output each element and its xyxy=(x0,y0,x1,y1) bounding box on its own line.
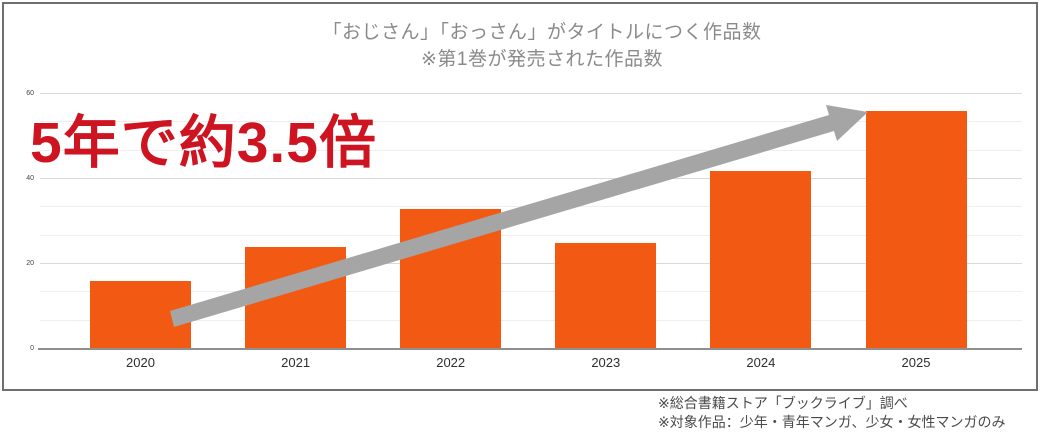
x-label-2020: 2020 xyxy=(126,355,155,370)
gridline xyxy=(40,93,1022,94)
source-notes: ※総合書籍ストア「ブックライブ」調べ ※対象作品：少年・青年マンガ、少女・女性マ… xyxy=(658,394,1005,432)
bar-2023 xyxy=(555,242,657,349)
y-tick-label-60: 60 xyxy=(26,90,34,97)
chart-title-line2: ※第1巻が発売された作品数 xyxy=(421,49,663,70)
source-note-1: ※総合書籍ストア「ブックライブ」調べ xyxy=(658,395,908,411)
bar-2020 xyxy=(90,281,191,349)
chart-title: 「おじさん」「おっさん」がタイトルにつく作品数 ※第1巻が発売された作品数 xyxy=(40,19,1044,73)
bar-2025 xyxy=(865,111,967,349)
bar-2024 xyxy=(710,170,812,349)
x-label-2022: 2022 xyxy=(436,355,466,370)
x-label-2024: 2024 xyxy=(746,355,776,370)
growth-annotation: 5年で約3.5倍 xyxy=(30,111,377,175)
y-axis-labels: 0 20 40 60 xyxy=(0,90,36,352)
x-axis-labels: 2020 2021 2022 2023 2024 2025 xyxy=(40,355,1022,375)
chart-title-line1: 「おじさん」「おっさん」がタイトルにつく作品数 xyxy=(322,22,762,43)
x-label-2021: 2021 xyxy=(281,355,311,370)
bar-2022 xyxy=(400,208,502,349)
source-note-2: ※対象作品：少年・青年マンガ、少女・女性マンガのみ xyxy=(658,414,1006,430)
y-tick-label-20: 20 xyxy=(26,260,34,267)
y-tick-label-40: 40 xyxy=(26,175,34,182)
x-axis-line xyxy=(38,348,1022,350)
x-label-2023: 2023 xyxy=(591,355,621,370)
y-tick-label-0: 0 xyxy=(30,345,34,352)
x-label-2025: 2025 xyxy=(901,355,931,370)
bar-2021 xyxy=(245,247,347,349)
